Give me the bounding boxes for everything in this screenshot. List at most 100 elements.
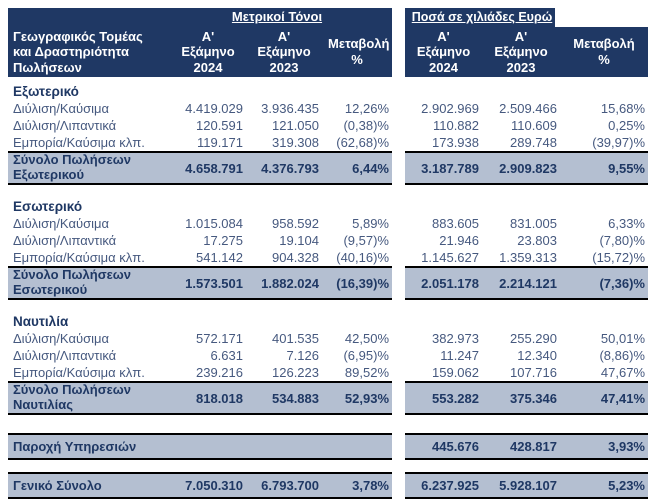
grand-total-label: Γενικό Σύνολο — [13, 478, 102, 493]
mt-2023-cell: 7.126 — [286, 348, 319, 363]
eur-change-cell: (39,97)% — [592, 135, 645, 150]
mt-2023-cell: 126.223 — [272, 365, 319, 380]
eur-2024-cell: 159.062 — [432, 365, 479, 380]
euro-column-headers: Α' Εξάμηνο 2024 Α' Εξάμηνο 2023 Μεταβολή… — [405, 27, 648, 77]
eur-col-header-2023: Α' Εξάμηνο 2023 — [494, 28, 548, 75]
total-label: Σύνολο Πωλήσεων Εξωτερικού — [13, 152, 131, 182]
mt-change-cell: (6,95)% — [343, 348, 389, 363]
mt-2023-cell: 319.308 — [272, 135, 319, 150]
mt-2024-total: 818.018 — [196, 390, 243, 406]
mt-change-total: 3,78% — [352, 478, 389, 493]
total-label: Σύνολο Πωλήσεων Ναυτιλίας — [13, 382, 131, 412]
row-label: Εμπορία/Καύσιμα κλπ. — [13, 135, 145, 150]
eur-change-cell: 50,01% — [600, 331, 645, 346]
eur-2024-cell: 173.938 — [432, 135, 479, 150]
mt-2024-total: 1.573.501 — [185, 275, 243, 291]
metric-tons-column-headers: Γεωγραφικός Τομέας και Δραστηριότητα Πωλ… — [8, 27, 392, 77]
total-row-naftilia: Σύνολο Πωλήσεων Ναυτιλίας 818.018 534.88… — [8, 381, 656, 415]
section-title-exoteriko: Εξωτερικό — [13, 84, 79, 99]
table-header: Μετρικοί Τόνοι Γεωγραφικός Τομέας και Δρ… — [8, 8, 656, 77]
mt-change-cell: (40,16)% — [336, 250, 389, 265]
mt-change-cell: 42,50% — [344, 331, 389, 346]
mt-2023-total: 6.793.700 — [261, 478, 319, 493]
mt-col-header-2024: Α' Εξάμηνο 2024 — [181, 28, 235, 75]
mt-2024-cell: 4.419.029 — [185, 101, 243, 116]
mt-change-cell: 5,89% — [352, 216, 389, 231]
mt-change-cell: (62,68)% — [336, 135, 389, 150]
euro-group-title: Ποσά σε χιλιάδες Ευρώ — [405, 8, 555, 27]
eur-2023-cell: 107.716 — [510, 365, 557, 380]
header-notch — [555, 8, 648, 27]
row-label: Διύλιση/Καύσιμα — [13, 216, 109, 231]
table-gap — [392, 8, 405, 77]
eur-2024-cell: 2.902.969 — [421, 101, 479, 116]
eur-2024-cell: 11.247 — [440, 348, 479, 363]
row-label: Διύλιση/Λιπαντικά — [13, 233, 117, 248]
mt-2023-cell: 19.104 — [279, 233, 319, 248]
total-label: Σύνολο Πωλήσεων Εσωτερικού — [13, 267, 131, 297]
mt-change-cell: (9,57)% — [343, 233, 389, 248]
eur-change-total: 9,55% — [608, 160, 645, 176]
mt-col-header-change: Μεταβολή % — [328, 36, 390, 67]
total-row-esoteriko: Σύνολο Πωλήσεων Εσωτερικού 1.573.501 1.8… — [8, 266, 656, 300]
mt-change-cell: (0,38)% — [343, 118, 389, 133]
mt-2024-cell: 120.591 — [196, 118, 243, 133]
services-row: Παροχή Υπηρεσιών 445.676 428.817 3,93% — [8, 433, 656, 460]
mt-2023-cell: 121.050 — [272, 118, 319, 133]
row-label: Εμπορία/Καύσιμα κλπ. — [13, 250, 145, 265]
table-row: Διύλιση/Λιπαντικά 120.591 121.050 (0,38)… — [8, 117, 656, 134]
mt-2024-total: 4.658.791 — [185, 160, 243, 176]
eur-2024-cell: 445.676 — [432, 439, 479, 454]
spacer — [8, 77, 656, 84]
mt-2023-total: 534.883 — [272, 390, 319, 406]
metric-tons-group-title: Μετρικοί Τόνοι — [231, 9, 323, 24]
metric-tons-header-block: Μετρικοί Τόνοι Γεωγραφικός Τομέας και Δρ… — [8, 8, 392, 77]
eur-change-cell: (7,80)% — [599, 233, 645, 248]
eur-2023-cell: 289.748 — [510, 135, 557, 150]
eur-col-header-change: Μεταβολή % — [573, 36, 635, 67]
eur-2024-total: 3.187.789 — [421, 160, 479, 176]
mt-2023-cell: 958.592 — [272, 216, 319, 231]
mt-2024-total: 7.050.310 — [185, 478, 243, 493]
spacer — [8, 460, 656, 472]
eur-2023-total: 5.928.107 — [499, 478, 557, 493]
mt-change-total: 52,93% — [344, 390, 389, 406]
table-row: Διύλιση/Καύσιμα 572.171 401.535 42,50% 3… — [8, 330, 656, 347]
eur-change-cell: 15,68% — [600, 101, 645, 116]
euro-header-block: Ποσά σε χιλιάδες Ευρώ Α' Εξάμηνο 2024 Α'… — [405, 8, 648, 77]
row-label: Διύλιση/Καύσιμα — [13, 331, 109, 346]
section-title-row: Ναυτιλία — [8, 314, 656, 330]
mt-2024-cell: 572.171 — [196, 331, 243, 346]
eur-2023-total: 2.909.823 — [499, 160, 557, 176]
eur-change-cell: (15,72)% — [592, 250, 645, 265]
eur-change-cell: 3,93% — [608, 439, 645, 454]
row-label: Διύλιση/Λιπαντικά — [13, 118, 117, 133]
row-label-header: Γεωγραφικός Τομέας και Δραστηριότητα Πωλ… — [13, 28, 143, 75]
spacer — [8, 300, 656, 314]
table-row: Διύλιση/Λιπαντικά 6.631 7.126 (6,95)% 11… — [8, 347, 656, 364]
mt-change-cell: 89,52% — [344, 365, 389, 380]
mt-change-cell: 12,26% — [344, 101, 389, 116]
eur-change-cell: (8,86)% — [599, 348, 645, 363]
eur-2023-cell: 1.359.313 — [499, 250, 557, 265]
services-label: Παροχή Υπηρεσιών — [13, 439, 137, 454]
eur-change-total: (7,36)% — [599, 275, 645, 291]
eur-change-total: 5,23% — [608, 478, 645, 493]
eur-2023-total: 375.346 — [510, 390, 557, 406]
mt-change-total: (16,39)% — [336, 275, 389, 291]
eur-2024-cell: 21.946 — [439, 233, 479, 248]
mt-col-header-2023: Α' Εξάμηνο 2023 — [257, 28, 311, 75]
eur-2023-cell: 428.817 — [510, 439, 557, 454]
table-row: Διύλιση/Καύσιμα 4.419.029 3.936.435 12,2… — [8, 100, 656, 117]
eur-2023-cell: 2.509.466 — [499, 101, 557, 116]
eur-2024-cell: 1.145.627 — [421, 250, 479, 265]
eur-col-header-2024: Α' Εξάμηνο 2024 — [416, 28, 471, 75]
eur-2024-total: 553.282 — [432, 390, 479, 406]
mt-2024-cell: 1.015.084 — [185, 216, 243, 231]
mt-2024-cell: 17.275 — [203, 233, 243, 248]
section-title-row: Εξωτερικό — [8, 84, 656, 100]
spacer — [8, 185, 656, 199]
eur-change-cell: 6,33% — [608, 216, 645, 231]
table-row: Διύλιση/Καύσιμα 1.015.084 958.592 5,89% … — [8, 215, 656, 232]
